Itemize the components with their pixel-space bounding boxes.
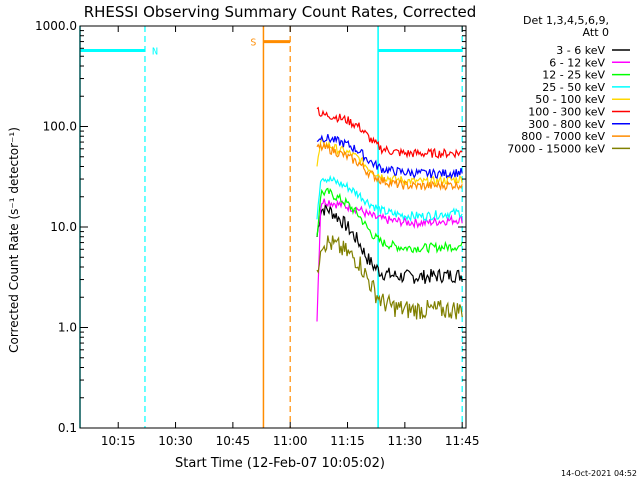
y-axis: 0.1 1.0 10.0 100.0 1000.0	[35, 19, 466, 435]
legend-entry-label: 6 - 12 keV	[549, 56, 605, 69]
y-tick-label: 100.0	[43, 120, 77, 134]
x-axis: 10:15 10:30 10:45 11:00 11:15 11:30 11:45	[101, 26, 480, 448]
series-line-8	[316, 141, 463, 192]
x-tick-label: 10:15	[101, 434, 136, 448]
y-tick-label: 1000.0	[35, 19, 77, 33]
series-line-7	[316, 134, 463, 180]
x-tick-label: 11:30	[388, 434, 423, 448]
x-tick-label: 11:00	[273, 434, 308, 448]
marker-label: S	[250, 38, 256, 49]
x-tick-label: 10:45	[216, 434, 251, 448]
legend-header: Det 1,3,4,5,6,9,	[523, 14, 609, 27]
y-axis-label: Corrected Count Rate (s⁻¹ detector⁻¹)	[7, 127, 21, 353]
series-line-9	[316, 235, 463, 320]
legend-entry-label: 25 - 50 keV	[542, 81, 605, 94]
legend-header: Att 0	[583, 26, 609, 39]
marker-label: N	[152, 47, 158, 58]
series-line-4	[316, 174, 463, 223]
series-line-1	[316, 203, 463, 284]
legend-entry-label: 12 - 25 keV	[542, 69, 605, 82]
legend-entry-label: 7000 - 15000 keV	[507, 142, 605, 155]
series-line-2	[316, 198, 463, 322]
y-tick-label: 10.0	[50, 220, 77, 234]
timestamp: 14-Oct-2021 04:52	[561, 469, 637, 478]
legend-entry-label: 3 - 6 keV	[556, 44, 605, 57]
series-line-6	[316, 106, 463, 159]
x-tick-label: 11:15	[330, 434, 365, 448]
x-axis-label: Start Time (12-Feb-07 10:05:02)	[175, 456, 385, 471]
series-line-3	[316, 187, 463, 254]
y-tick-label: 1.0	[58, 321, 77, 335]
legend-entry-label: 50 - 100 keV	[535, 93, 605, 106]
y-tick-label: 0.1	[58, 421, 77, 435]
x-tick-label: 11:45	[445, 434, 480, 448]
legend-entry-label: 800 - 7000 keV	[521, 130, 605, 143]
x-tick-label: 10:30	[158, 434, 193, 448]
series-lines	[316, 106, 463, 322]
legend-entry-label: 300 - 800 keV	[528, 118, 605, 131]
chart-title: RHESSI Observing Summary Count Rates, Co…	[84, 3, 477, 21]
legend-entry-label: 100 - 300 keV	[528, 106, 605, 119]
